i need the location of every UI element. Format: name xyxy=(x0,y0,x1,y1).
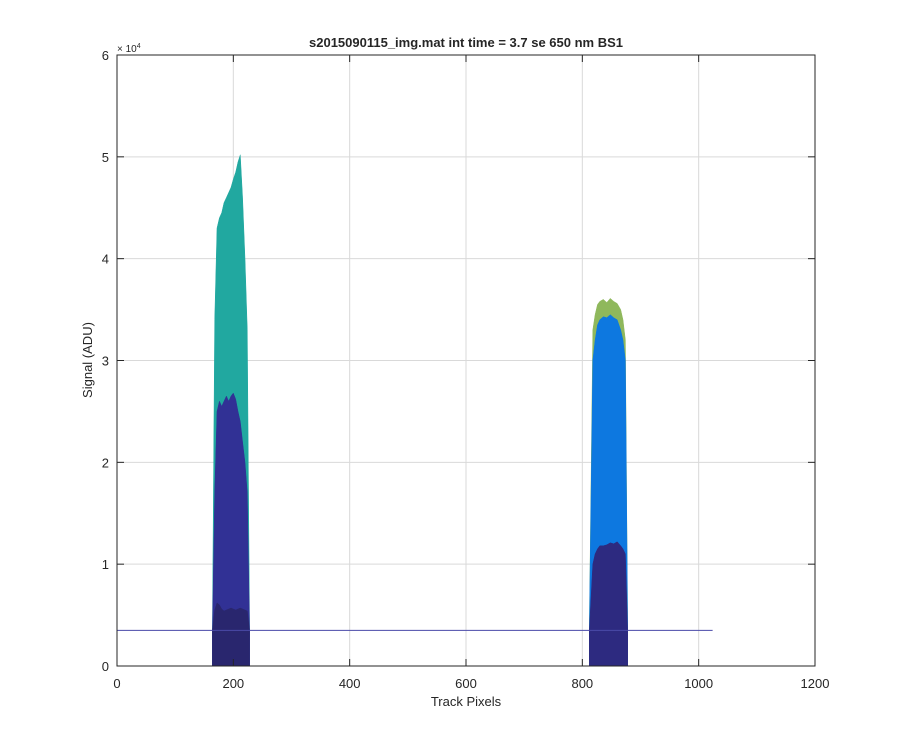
series-layer xyxy=(212,154,628,667)
x-tick-label-5: 1000 xyxy=(684,676,713,691)
x-tick-label-1: 200 xyxy=(222,676,244,691)
x-tick-label-6: 1200 xyxy=(801,676,830,691)
x-tick-label-0: 0 xyxy=(113,676,120,691)
y-tick-label-3: 3 xyxy=(102,354,109,369)
series-area-4 xyxy=(589,541,628,667)
y-tick-label-2: 2 xyxy=(102,455,109,470)
y-tick-label-1: 1 xyxy=(102,557,109,572)
y-exponent-base: × 10 xyxy=(117,44,137,55)
chart-title: s2015090115_img.mat int time = 3.7 se 65… xyxy=(309,35,623,50)
x-tick-label-2: 400 xyxy=(339,676,361,691)
y-tick-label-5: 5 xyxy=(102,150,109,165)
y-exponent-label: × 104 xyxy=(117,43,141,55)
tick-layer: 0 200 400 600 800 1000 1200 0 1 2 3 4 5 6 xyxy=(102,48,830,691)
x-tick-label-4: 800 xyxy=(571,676,593,691)
y-tick-label-4: 4 xyxy=(102,252,109,267)
y-tick-label-6: 6 xyxy=(102,48,109,63)
y-axis-label: Signal (ADU) xyxy=(80,322,95,398)
x-tick-label-3: 600 xyxy=(455,676,477,691)
y-tick-label-0: 0 xyxy=(102,659,109,674)
x-axis-label: Track Pixels xyxy=(431,694,502,709)
series-area-5 xyxy=(212,602,250,667)
series-area-3 xyxy=(212,392,250,667)
y-exponent-power: 4 xyxy=(137,43,141,50)
